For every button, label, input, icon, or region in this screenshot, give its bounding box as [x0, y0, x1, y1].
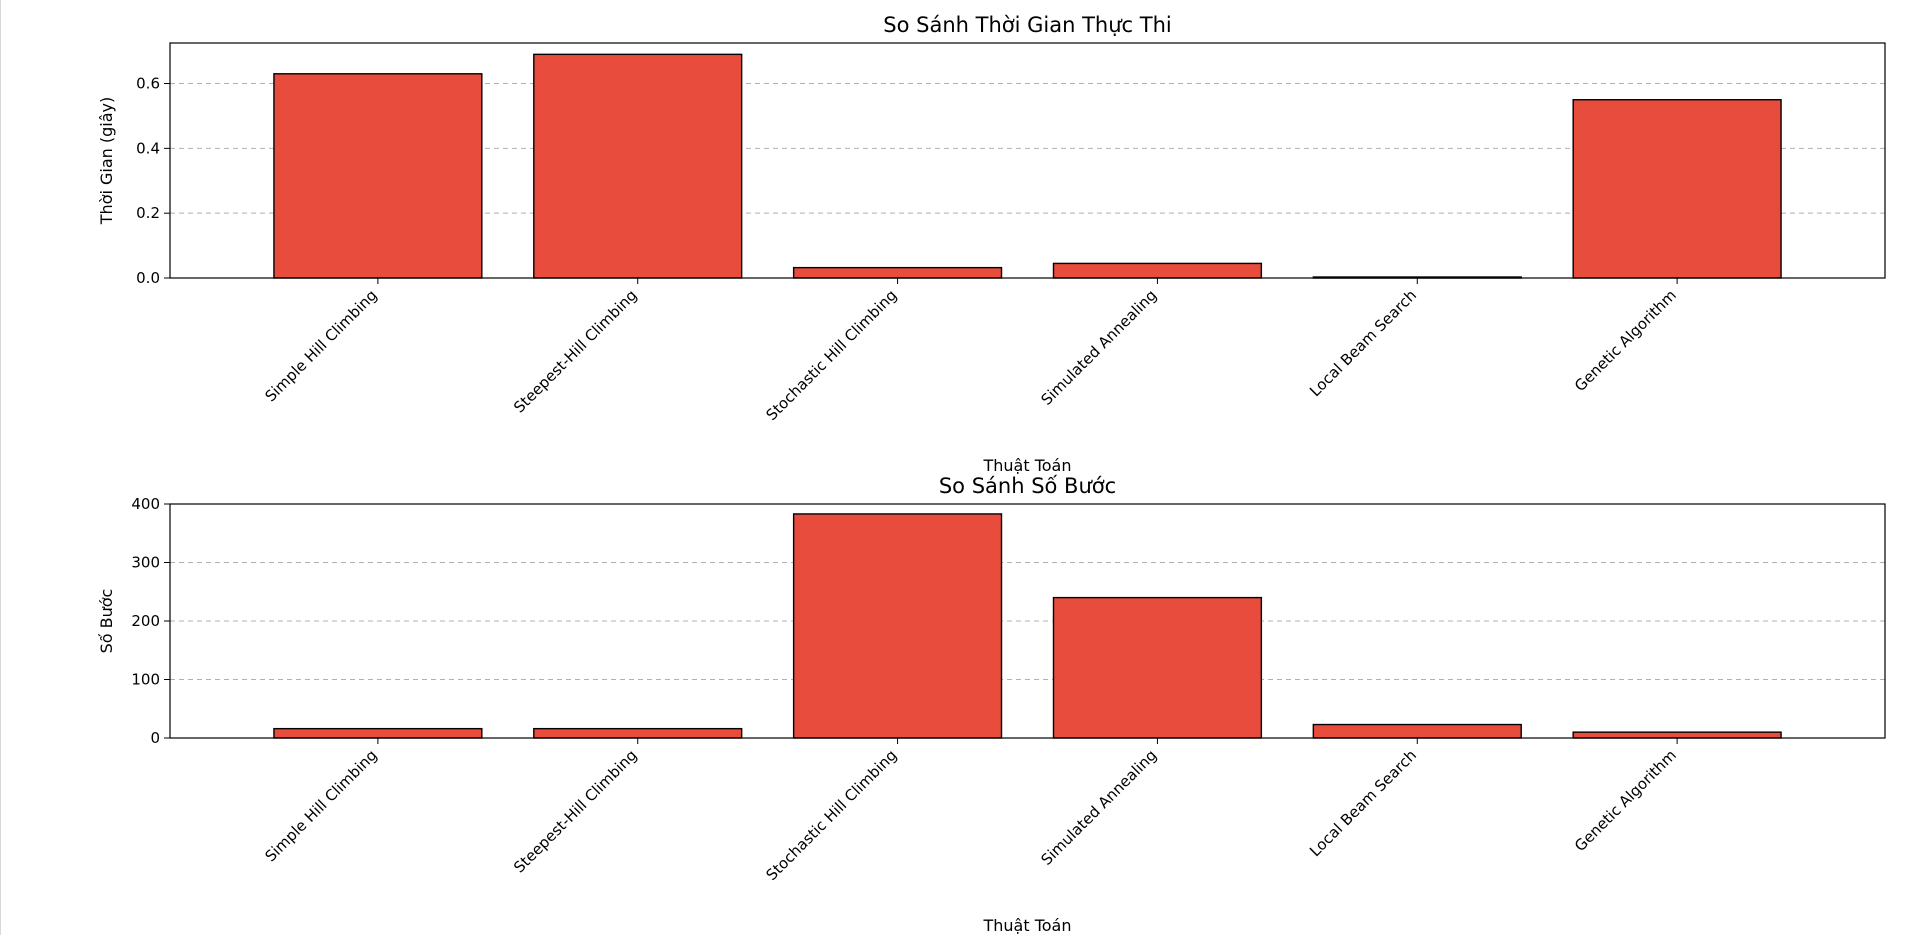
x-tick-label: Steepest-Hill Climbing [510, 286, 640, 416]
bar-series [273, 513, 1782, 739]
y-tick-label: 0.2 [136, 204, 160, 222]
x-axis-label: Thuật Toán [982, 456, 1071, 475]
bar-steepest-hill-climbing [533, 53, 743, 279]
bar-steepest-hill-climbing [533, 727, 743, 739]
bar-simulated-annealing [1052, 262, 1263, 279]
x-tick-label: Simulated Annealing [1037, 286, 1160, 409]
x-tick-label: Local Beam Search [1306, 286, 1420, 400]
bar-local-beam-search [1312, 723, 1522, 739]
plot-frame [169, 42, 1886, 279]
x-tick-label: Simulated Annealing [1037, 746, 1160, 869]
y-axis-label: Thời Gian (giây) [97, 97, 116, 225]
bar-genetic-algorithm [1572, 731, 1782, 739]
bar-simulated-annealing [1052, 596, 1263, 739]
chart-title: So Sánh Thời Gian Thực Thi [883, 13, 1171, 37]
bar-simple-hill-climbing [273, 73, 483, 279]
y-tick-label: 0.4 [136, 139, 160, 157]
y-tick-label: 300 [131, 554, 160, 572]
y-axis-ticks: 0.0 0.2 0.4 0.6 [136, 75, 170, 287]
x-tick-label: Genetic Algorithm [1571, 286, 1680, 395]
x-tick-label: Genetic Algorithm [1571, 746, 1680, 855]
x-axis-ticks: Simple Hill Climbing Steepest-Hill Climbi… [261, 738, 1680, 884]
x-tick-label: Simple Hill Climbing [261, 746, 380, 865]
x-tick-label: Stochastic Hill Climbing [762, 286, 900, 424]
y-tick-label: 200 [131, 612, 160, 630]
y-axis-label: Số Bước [97, 589, 116, 654]
x-axis-ticks: Simple Hill Climbing Steepest-Hill Climbi… [261, 278, 1680, 424]
y-axis-ticks: 0 100 200 300 400 [131, 495, 170, 747]
y-tick-label: 100 [131, 671, 160, 689]
grid-lines [170, 503, 1885, 739]
x-tick-label: Stochastic Hill Climbing [762, 746, 900, 884]
chart-title: So Sánh Số Bước [939, 474, 1116, 498]
bar-genetic-algorithm [1572, 99, 1782, 279]
y-tick-label: 400 [131, 495, 160, 513]
bar-simple-hill-climbing [273, 727, 483, 739]
y-tick-label: 0.6 [136, 75, 160, 93]
y-tick-label: 0.0 [136, 269, 160, 287]
x-tick-label: Steepest-Hill Climbing [510, 746, 640, 876]
bar-series [273, 53, 1782, 279]
chart-step-count: 0 100 200 300 400 Simple Hill Climbing Steepe… [97, 474, 1886, 935]
chart-execution-time: 0.0 0.2 0.4 0.6 Simple Hill Climbing Steepes… [97, 13, 1886, 475]
x-axis-label: Thuật Toán [982, 916, 1071, 935]
x-tick-label: Local Beam Search [1306, 746, 1420, 860]
bar-stochastic-hill-climbing [792, 266, 1003, 279]
window-edge [0, 0, 1, 935]
y-tick-label: 0 [150, 729, 160, 747]
x-tick-label: Simple Hill Climbing [261, 286, 380, 405]
bar-stochastic-hill-climbing [792, 513, 1003, 739]
